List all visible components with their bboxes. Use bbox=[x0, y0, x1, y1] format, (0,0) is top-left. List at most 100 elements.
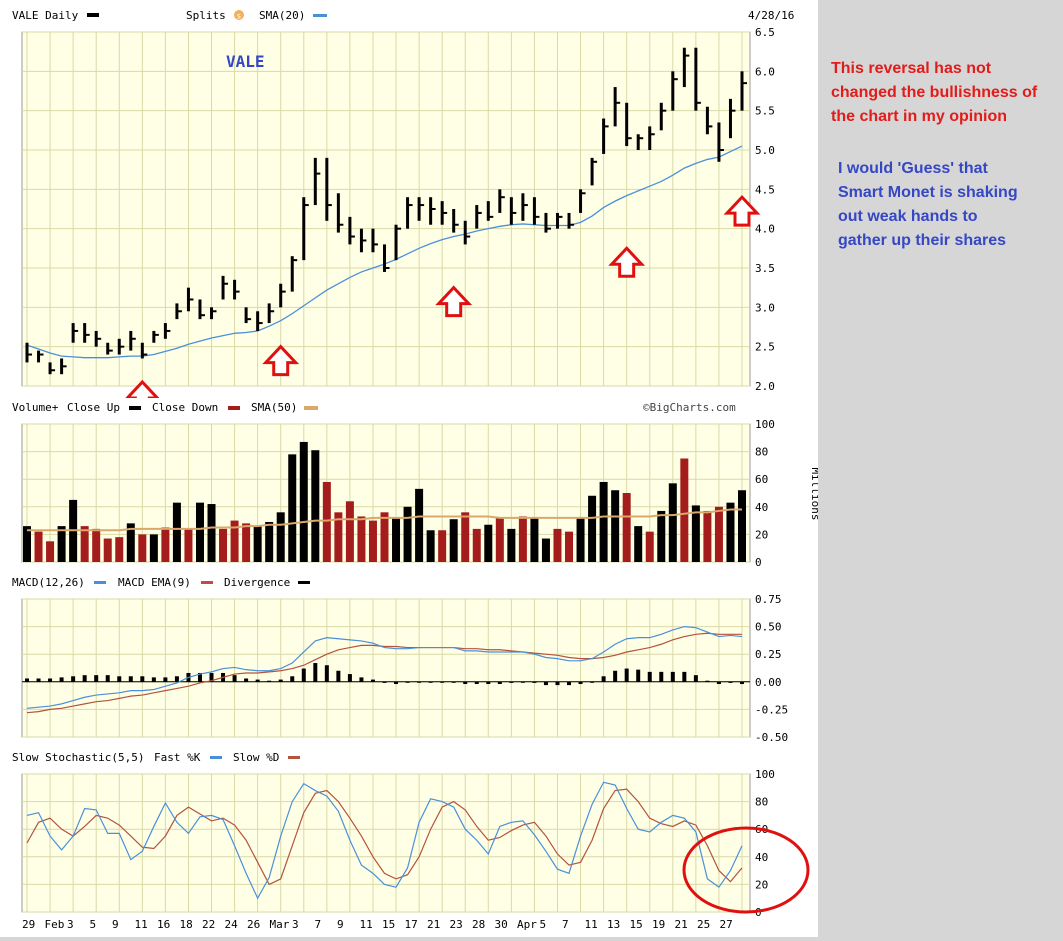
y-tick-label: 40 bbox=[755, 851, 768, 864]
highlight-ellipse bbox=[682, 826, 810, 914]
price-bar bbox=[371, 228, 378, 253]
price-bar bbox=[475, 205, 482, 229]
volume-bar bbox=[126, 523, 135, 562]
fast-k-swatch bbox=[210, 756, 222, 759]
price-bar bbox=[521, 193, 528, 221]
volume-bar bbox=[242, 523, 251, 562]
volume-bar bbox=[426, 530, 435, 562]
annotation-blue: I would 'Guess' that Smart Monet is shak… bbox=[838, 160, 1018, 249]
vol-sma-legend: SMA(50) bbox=[251, 401, 297, 414]
price-bar bbox=[186, 287, 194, 312]
y-tick-label: 5.5 bbox=[755, 105, 775, 118]
volume-bar bbox=[449, 519, 458, 562]
divergence-bar bbox=[174, 676, 179, 682]
x-axis-label: 23 bbox=[450, 918, 463, 931]
x-axis-label: 11 bbox=[135, 918, 148, 931]
x-axis-label: 18 bbox=[180, 918, 193, 931]
volume-bar bbox=[530, 517, 539, 562]
close-down-swatch bbox=[228, 406, 240, 410]
x-axis-label: 13 bbox=[607, 918, 620, 931]
fast-k-legend: Fast %K bbox=[154, 751, 201, 764]
divergence-bar bbox=[232, 675, 237, 682]
price-bar bbox=[705, 106, 713, 135]
price-bar bbox=[106, 342, 113, 355]
price-bar bbox=[256, 311, 263, 331]
volume-bar bbox=[726, 502, 735, 562]
divergence-bar bbox=[520, 681, 525, 683]
divergence-bar bbox=[716, 681, 721, 685]
y-tick-label: 3.0 bbox=[755, 301, 775, 314]
ticker-swatch bbox=[87, 13, 99, 17]
price-bar bbox=[175, 303, 182, 320]
volume-bar bbox=[738, 490, 746, 562]
price-bar bbox=[555, 212, 563, 229]
divergence-bar bbox=[486, 681, 491, 685]
volume-bar bbox=[230, 520, 239, 562]
x-axis-label: 5 bbox=[540, 918, 547, 931]
volume-bar bbox=[207, 504, 216, 562]
volume-bar bbox=[392, 517, 401, 562]
divergence-bar bbox=[497, 681, 502, 685]
divergence-bar bbox=[128, 676, 133, 682]
divergence-bar bbox=[359, 677, 364, 682]
fast-k-line bbox=[26, 781, 743, 900]
divergence-bar bbox=[543, 681, 548, 686]
divergence-bar bbox=[117, 676, 122, 682]
close-down-legend: Close Down bbox=[152, 401, 218, 414]
divergence-bar bbox=[347, 674, 352, 682]
x-axis-label: 15 bbox=[630, 918, 643, 931]
y-tick-label: 20 bbox=[755, 528, 768, 541]
x-axis-label: 3 bbox=[67, 918, 74, 931]
price-bar bbox=[440, 201, 448, 225]
macd-swatch bbox=[94, 581, 106, 584]
annotation-red: This reversal has not changed the bullis… bbox=[831, 60, 1038, 125]
volume-bar bbox=[288, 454, 297, 562]
x-axis-label: 7 bbox=[315, 918, 322, 931]
x-axis-label: 30 bbox=[495, 918, 508, 931]
volume-bar bbox=[195, 502, 204, 562]
volume-bar bbox=[507, 528, 516, 562]
x-axis-label: 22 bbox=[202, 918, 215, 931]
price-bar bbox=[671, 71, 678, 111]
up-arrow-marker bbox=[262, 344, 300, 377]
divergence-bar bbox=[590, 681, 595, 683]
y-tick-label: 80 bbox=[755, 446, 768, 459]
price-bar bbox=[60, 358, 67, 375]
volume-bar bbox=[368, 520, 377, 562]
y-tick-label: 80 bbox=[755, 796, 768, 809]
volume-bar bbox=[415, 488, 424, 562]
volume-bar bbox=[345, 501, 354, 562]
divergence-bar bbox=[636, 669, 641, 682]
x-axis-label: 29 bbox=[22, 918, 35, 931]
price-bar bbox=[417, 197, 425, 221]
macd-ema-line bbox=[26, 632, 742, 714]
y-tick-label: 0 bbox=[755, 556, 762, 569]
divergence-bar bbox=[163, 677, 168, 682]
price-bar bbox=[233, 279, 240, 300]
price-bar bbox=[394, 224, 402, 261]
x-axis-label: 21 bbox=[675, 918, 688, 931]
price-bar bbox=[486, 201, 494, 221]
x-axis-label: 27 bbox=[720, 918, 733, 931]
volume-bar bbox=[219, 528, 228, 562]
price-bar bbox=[694, 47, 701, 111]
volume-bar bbox=[657, 510, 666, 562]
macd-ema-swatch bbox=[201, 581, 213, 584]
price-bar bbox=[406, 197, 413, 229]
volume-bar bbox=[668, 483, 677, 562]
price-bar bbox=[429, 197, 436, 225]
splits-label: Splits bbox=[186, 9, 226, 22]
divergence-swatch bbox=[298, 581, 310, 584]
y-tick-label: 60 bbox=[755, 473, 768, 486]
price-bar bbox=[94, 330, 102, 347]
divergence-bar bbox=[36, 678, 41, 682]
x-axis-label: 26 bbox=[247, 918, 260, 931]
volume-bar bbox=[172, 502, 181, 562]
divergence-bar bbox=[451, 681, 456, 683]
y-tick-label: 0.75 bbox=[755, 593, 782, 606]
divergence-bar bbox=[613, 670, 618, 682]
volume-bar bbox=[23, 526, 31, 562]
divergence-bar bbox=[417, 681, 422, 683]
x-axis-label: 28 bbox=[472, 918, 485, 931]
volume-bar bbox=[599, 481, 608, 562]
